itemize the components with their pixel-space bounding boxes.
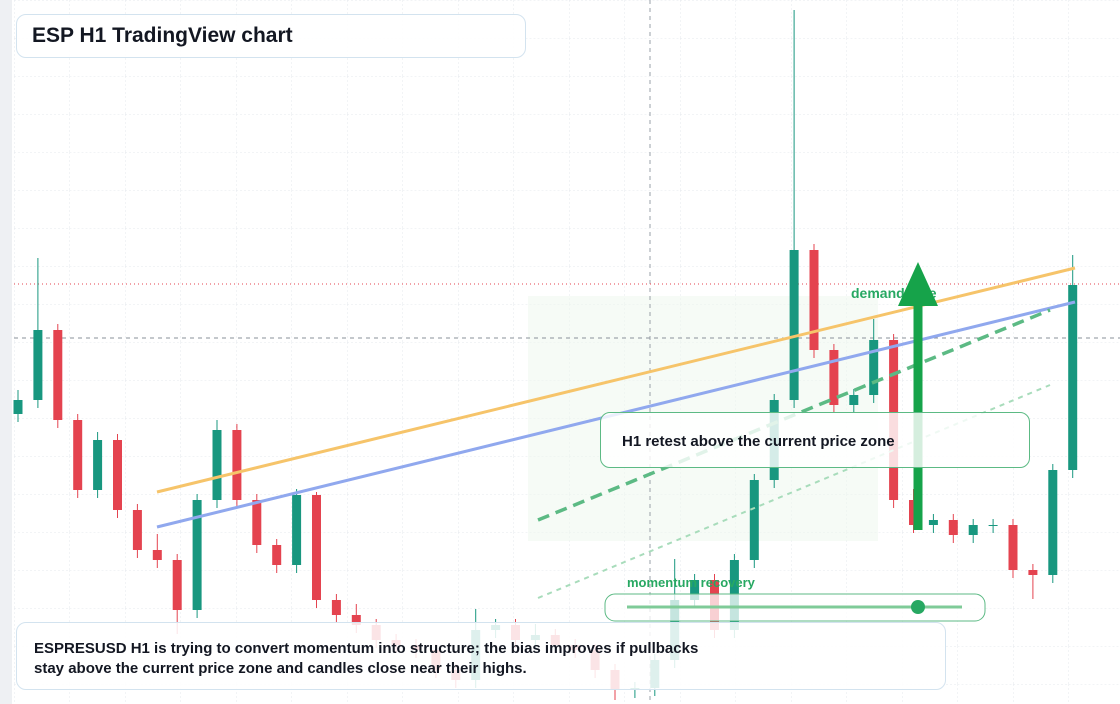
- retest-label: H1 retest above the current price zone: [622, 433, 895, 450]
- candle-body: [272, 545, 282, 565]
- candle-body: [690, 580, 700, 600]
- candle-body: [988, 525, 998, 526]
- candle-body: [252, 500, 262, 545]
- candle-body: [1028, 570, 1038, 575]
- candle-body: [172, 560, 182, 610]
- slider-knob: [911, 600, 925, 614]
- candle-body: [928, 520, 938, 525]
- caption-box: ESPRESUSD H1 is trying to convert moment…: [16, 622, 946, 690]
- candle-body: [73, 420, 83, 490]
- candle-body: [849, 395, 859, 405]
- candle-body: [351, 615, 361, 625]
- candle-body: [13, 400, 23, 414]
- candle-body: [192, 500, 202, 610]
- candle-body: [113, 440, 122, 510]
- candle-body: [1048, 470, 1058, 575]
- candle-body: [749, 480, 759, 560]
- candle-body: [292, 495, 302, 565]
- candle-body: [809, 250, 819, 350]
- candle-body: [968, 525, 978, 535]
- caption: ESPRESUSD H1 is trying to convert moment…: [34, 640, 699, 677]
- candle-body: [152, 550, 162, 560]
- candle-body: [1008, 525, 1018, 570]
- candle-body: [869, 340, 879, 395]
- candle-body: [232, 430, 242, 500]
- candle-body: [829, 350, 839, 405]
- title-box: ESP H1 TradingView chart: [16, 14, 526, 58]
- candle-body: [312, 495, 321, 600]
- candle-body: [331, 600, 341, 615]
- candle-body: [212, 430, 222, 500]
- candle-body: [93, 440, 103, 490]
- candle-body: [33, 330, 43, 400]
- momentum-label: momentum recovery: [627, 575, 756, 590]
- candle-body: [53, 330, 63, 420]
- candle-body: [789, 250, 799, 400]
- title: ESP H1 TradingView chart: [32, 24, 293, 47]
- retest-box: H1 retest above the current price zone: [600, 412, 1030, 468]
- candle-body: [1068, 285, 1078, 470]
- candle-body: [132, 510, 142, 550]
- candle-body: [948, 520, 958, 535]
- arrow-head: [898, 262, 938, 306]
- left-scale-strip: [0, 0, 12, 704]
